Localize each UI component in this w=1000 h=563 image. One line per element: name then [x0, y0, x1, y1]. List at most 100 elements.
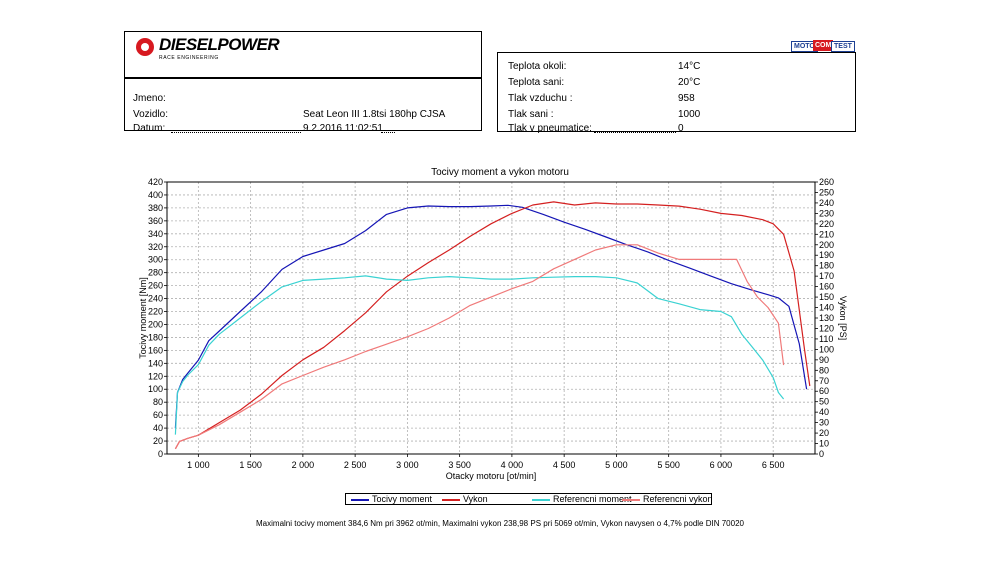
condition-value: 20°C	[678, 77, 701, 88]
y-tick-label: 0	[158, 449, 163, 459]
legend-swatch	[351, 499, 369, 501]
legend-label: Tocivy moment	[372, 494, 433, 504]
condition-label: Teplota okoli:	[508, 61, 567, 72]
condition-value: 1000	[678, 109, 701, 120]
y-tick-label: 100	[148, 384, 163, 394]
brand-subtitle: RACE ENGINEERING	[159, 55, 219, 61]
y2-tick-label: 120	[819, 323, 834, 333]
y-tick-label: 200	[148, 319, 163, 329]
y-tick-label: 140	[148, 358, 163, 368]
y-tick-label: 260	[148, 281, 163, 291]
y2-tick-label: 150	[819, 292, 834, 302]
x-tick-label: 4 500	[553, 460, 576, 470]
y-tick-label: 240	[148, 294, 163, 304]
legend-swatch	[442, 499, 460, 501]
y2-axis-labels: 0102030405060708090100110120130140150160…	[815, 177, 834, 459]
x-tick-label: 1 500	[239, 460, 262, 470]
y2-tick-label: 90	[819, 355, 829, 365]
y2-tick-label: 140	[819, 303, 834, 313]
legend-swatch	[622, 499, 640, 501]
condition-value: 958	[678, 93, 695, 104]
pressure-dotline	[594, 132, 676, 133]
y2-tick-label: 100	[819, 344, 834, 354]
x-axis-title: Otacky motoru [ot/min]	[446, 471, 537, 481]
motocomtest-badge: MOTO COM TEST	[791, 40, 855, 52]
vehicle-label: Vozidlo:	[133, 109, 169, 120]
y-tick-label: 400	[148, 190, 163, 200]
y-axis-labels: 0 20 40 60 80 100 120 140 160 180 200 220 240 260 280 3…	[148, 177, 167, 459]
condition-label: Teplota sani:	[508, 77, 565, 88]
y2-tick-label: 240	[819, 198, 834, 208]
series-line-referencni-vykon	[174, 244, 785, 450]
condition-value: 0	[678, 123, 684, 134]
y-tick-label: 160	[148, 345, 163, 355]
x-tick-label: 5 000	[605, 460, 628, 470]
y2-tick-label: 60	[819, 386, 829, 396]
y2-axis-title: Vykon [PS]	[838, 296, 848, 340]
y-tick-label: 320	[148, 242, 163, 252]
y-tick-label: 340	[148, 229, 163, 239]
y-tick-label: 380	[148, 203, 163, 213]
summary-footer: Maximalni tocivy moment 384,6 Nm pri 396…	[256, 519, 744, 528]
conditions-box: Teplota okoli: 14°C Teplota sani: 20°C T…	[497, 52, 856, 134]
logo-box: DIESELPOWER RACE ENGINEERING	[124, 31, 482, 78]
y2-tick-label: 0	[819, 449, 824, 459]
y2-tick-label: 180	[819, 261, 834, 271]
y2-tick-label: 250	[819, 187, 834, 197]
y-tick-label: 300	[148, 255, 163, 265]
y-tick-label: 220	[148, 307, 163, 317]
plot-area-border	[166, 181, 816, 455]
legend-label: Referencni vykon	[643, 494, 713, 504]
x-tick-label: 2 000	[292, 460, 315, 470]
y2-tick-label: 130	[819, 313, 834, 323]
y-tick-label: 80	[153, 397, 163, 407]
y2-tick-label: 70	[819, 376, 829, 386]
y2-tick-label: 10	[819, 439, 829, 449]
y2-tick-label: 190	[819, 250, 834, 260]
y2-tick-label: 200	[819, 240, 834, 250]
y2-tick-label: 30	[819, 418, 829, 428]
legend-swatch	[532, 499, 550, 501]
brand-name: DIESELPOWER	[159, 35, 280, 54]
condition-label: Tlak v pneumatice:	[508, 123, 592, 134]
y2-tick-label: 20	[819, 428, 829, 438]
y2-tick-label: 210	[819, 229, 834, 239]
y2-tick-label: 260	[819, 177, 834, 187]
y2-tick-label: 40	[819, 407, 829, 417]
date-dotline-end	[381, 132, 395, 133]
x-tick-label: 1 000	[187, 460, 210, 470]
legend-label: Vykon	[463, 494, 488, 504]
date-label: Datum:	[133, 123, 166, 134]
y-tick-label: 60	[153, 410, 163, 420]
date-dotline	[171, 132, 301, 133]
badge-part-test: TEST	[831, 41, 855, 52]
y-tick-label: 360	[148, 216, 163, 226]
y2-tick-label: 80	[819, 365, 829, 375]
y-tick-label: 40	[153, 423, 163, 433]
chart-title: Tocivy moment a vykon motoru	[431, 167, 569, 178]
x-tick-label: 3 500	[448, 460, 471, 470]
chart-legend: Tocivy moment Vykon Referencni moment Re…	[345, 493, 713, 505]
y2-tick-label: 50	[819, 397, 829, 407]
condition-label: Tlak sani :	[508, 109, 554, 120]
x-tick-label: 4 000	[501, 460, 524, 470]
series-line-vykon	[174, 201, 811, 450]
y2-tick-label: 230	[819, 208, 834, 218]
y-tick-label: 280	[148, 268, 163, 278]
vehicle-info-box: Jmeno: Vozidlo: Seat Leon III 1.8tsi 180…	[124, 78, 482, 134]
y2-tick-label: 220	[819, 219, 834, 229]
x-tick-label: 2 500	[344, 460, 367, 470]
y-tick-label: 180	[148, 332, 163, 342]
name-label: Jmeno:	[133, 93, 166, 104]
y-tick-label: 120	[148, 371, 163, 381]
chart-grid	[167, 181, 815, 455]
x-tick-label: 3 000	[396, 460, 419, 470]
y2-tick-label: 170	[819, 271, 834, 281]
series-line-tocivy-moment	[174, 204, 808, 429]
date-value: 9.2.2016 11:02:51	[303, 123, 383, 134]
turbo-logo-icon	[136, 38, 154, 56]
condition-value: 14°C	[678, 61, 701, 72]
y2-tick-label: 110	[819, 334, 833, 344]
x-tick-label: 6 000	[710, 460, 733, 470]
